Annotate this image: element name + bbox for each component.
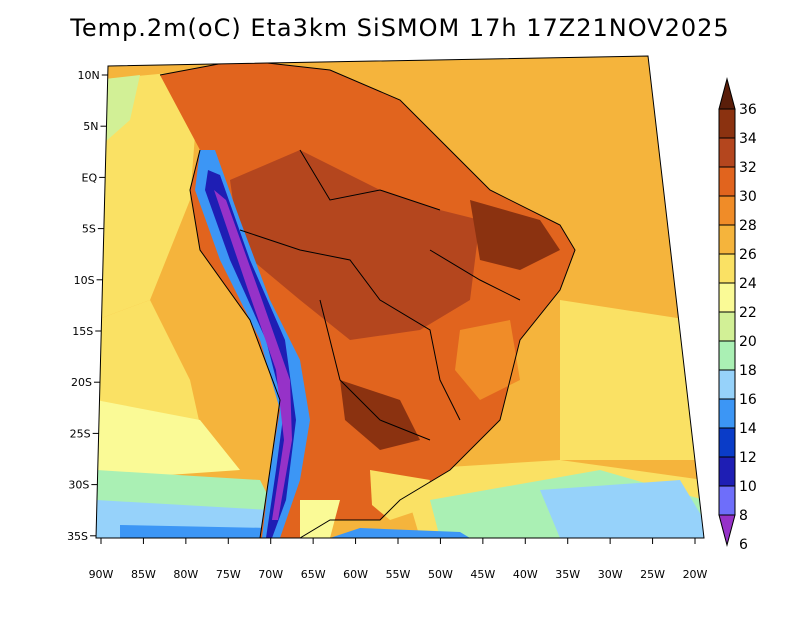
- colorbar-top-arrow: [718, 77, 736, 110]
- colorbar-label: 34: [739, 131, 757, 147]
- lon-label: 45W: [470, 568, 495, 581]
- map-title: Temp.2m(oC) Eta3km SiSMOM 17h 17Z21NOV20…: [70, 14, 730, 42]
- colorbar-swatch: [718, 427, 736, 458]
- colorbar-label: 12: [739, 450, 757, 466]
- colorbar-label: 24: [739, 276, 757, 292]
- colorbar-swatch: [718, 108, 736, 139]
- lat-label: 30S: [68, 479, 89, 492]
- lat-label: EQ: [82, 171, 98, 184]
- lon-label: 50W: [428, 568, 453, 581]
- lon-label: 65W: [301, 568, 326, 581]
- colorbar-swatch: [718, 166, 736, 197]
- lon-label: 80W: [173, 568, 198, 581]
- lat-label: 35S: [67, 530, 88, 543]
- colorbar-label: 10: [739, 479, 757, 495]
- lat-label: 20S: [71, 376, 92, 389]
- colorbar-swatch: [718, 195, 736, 226]
- map-frame: [95, 55, 705, 539]
- lon-label: 35W: [555, 568, 580, 581]
- lat-axis: 10N 5N EQ 5S 10S 15S 20S 25S 30S 35S: [67, 69, 108, 543]
- lon-label: 75W: [216, 568, 241, 581]
- lat-label: 15S: [72, 325, 93, 338]
- lat-label: 10N: [78, 69, 100, 82]
- colorbar-swatch: [718, 340, 736, 371]
- lat-label: 5S: [82, 223, 96, 236]
- colorbar-label: 26: [739, 247, 757, 263]
- colorbar-label: 22: [739, 305, 757, 321]
- lon-label: 30W: [598, 568, 623, 581]
- colorbar-swatch: [718, 369, 736, 400]
- lon-label: 70W: [258, 568, 283, 581]
- continent-land: [160, 60, 575, 538]
- lat-label: 10S: [74, 274, 95, 287]
- lon-axis: 90W 85W 80W 75W 70W 65W 60W 55W 50W 45W 40W 35W 30W 2…: [89, 538, 708, 581]
- colorbar-swatch: [718, 398, 736, 429]
- colorbar-swatch: [718, 311, 736, 342]
- colorbar-swatch: [718, 485, 736, 516]
- colorbar-label: 16: [739, 392, 757, 408]
- colorbar-label: 30: [739, 189, 757, 205]
- colorbar-label: 20: [739, 334, 757, 350]
- colorbar: 36 34 32 30 28 26 24 22 20 18 16 14 12 10 8 6: [718, 77, 757, 553]
- colorbar-label: 14: [739, 421, 757, 437]
- lat-label: 5N: [83, 120, 98, 133]
- colorbar-swatch: [718, 137, 736, 168]
- colorbar-swatch: [718, 282, 736, 313]
- colorbar-swatch: [718, 253, 736, 284]
- lon-label: 90W: [89, 568, 114, 581]
- lon-label: 20W: [683, 568, 708, 581]
- colorbar-label: 6: [739, 537, 748, 553]
- lon-label: 40W: [513, 568, 538, 581]
- country-borders: [159, 59, 576, 538]
- lat-label: 25S: [70, 427, 91, 440]
- lon-label: 25W: [640, 568, 665, 581]
- colorbar-label: 28: [739, 218, 757, 234]
- colorbar-bottom-arrow: [718, 514, 736, 547]
- colorbar-swatch: [718, 224, 736, 255]
- colorbar-label: 18: [739, 363, 757, 379]
- colorbar-label: 8: [739, 508, 748, 524]
- colorbar-label: 32: [739, 160, 757, 176]
- lon-label: 85W: [131, 568, 156, 581]
- lon-label: 55W: [386, 568, 411, 581]
- colorbar-label: 36: [739, 102, 757, 118]
- colorbar-swatch: [718, 456, 736, 487]
- lon-label: 60W: [343, 568, 368, 581]
